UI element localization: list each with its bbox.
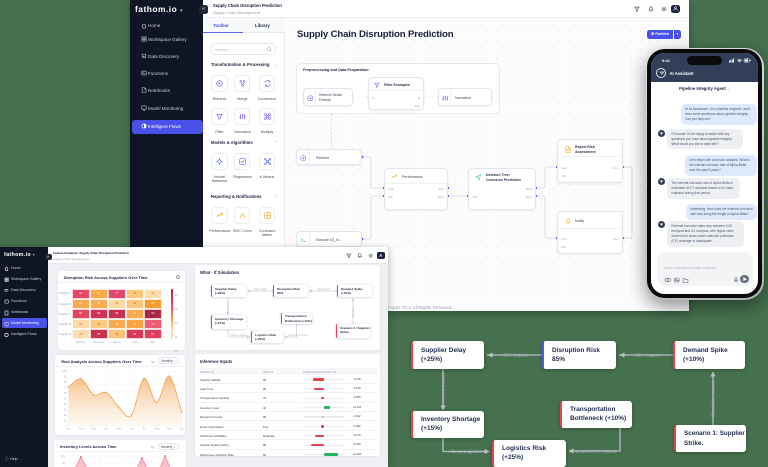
- svg-text:Mar: Mar: [92, 427, 96, 430]
- svg-text:70: 70: [64, 386, 67, 389]
- svg-text:Simulation: Simulation: [352, 306, 355, 318]
- svg-text:Inventory: Inventory: [227, 300, 230, 311]
- svg-text:60: 60: [64, 392, 67, 395]
- svg-text:+25% impact: +25% impact: [253, 288, 267, 291]
- svg-text:40: 40: [64, 402, 67, 405]
- svg-text:May: May: [117, 427, 122, 430]
- svg-text:80: 80: [62, 462, 65, 465]
- svg-text:Feb: Feb: [79, 427, 84, 430]
- svg-text:100: 100: [61, 455, 66, 458]
- svg-text:20: 20: [64, 413, 67, 416]
- svg-text:Jul: Jul: [143, 427, 147, 430]
- svg-text:Aug: Aug: [155, 427, 160, 430]
- svg-text:Simulation Impact: Simulation Impact: [711, 380, 716, 417]
- svg-text:Oct: Oct: [180, 427, 184, 430]
- svg-text:90: 90: [64, 375, 67, 378]
- svg-text:Transportation Impact: Transportation Impact: [572, 449, 617, 454]
- svg-text:Affects Logistics: Affects Logistics: [448, 449, 482, 454]
- svg-text:Jan: Jan: [67, 427, 72, 430]
- svg-text:Regulation impact: Regulation impact: [288, 334, 307, 337]
- svg-text:Effects Logistics: Effects Logistics: [230, 334, 248, 337]
- svg-text:+25% Impact: +25% Impact: [501, 353, 529, 358]
- svg-text:Inventory Impact: Inventory Impact: [441, 372, 446, 407]
- svg-text:Jun: Jun: [130, 427, 135, 430]
- svg-text:50: 50: [64, 397, 67, 400]
- svg-text:+10% impact: +10% impact: [316, 288, 330, 291]
- svg-text:100: 100: [63, 370, 68, 373]
- svg-text:30: 30: [64, 408, 67, 411]
- svg-text:Sep: Sep: [167, 427, 172, 430]
- svg-text:Apr: Apr: [105, 427, 109, 430]
- svg-text:+10% Impact: +10% Impact: [633, 353, 661, 358]
- svg-text:80: 80: [64, 381, 67, 384]
- svg-text:10: 10: [64, 419, 67, 422]
- svg-text:0: 0: [66, 424, 68, 427]
